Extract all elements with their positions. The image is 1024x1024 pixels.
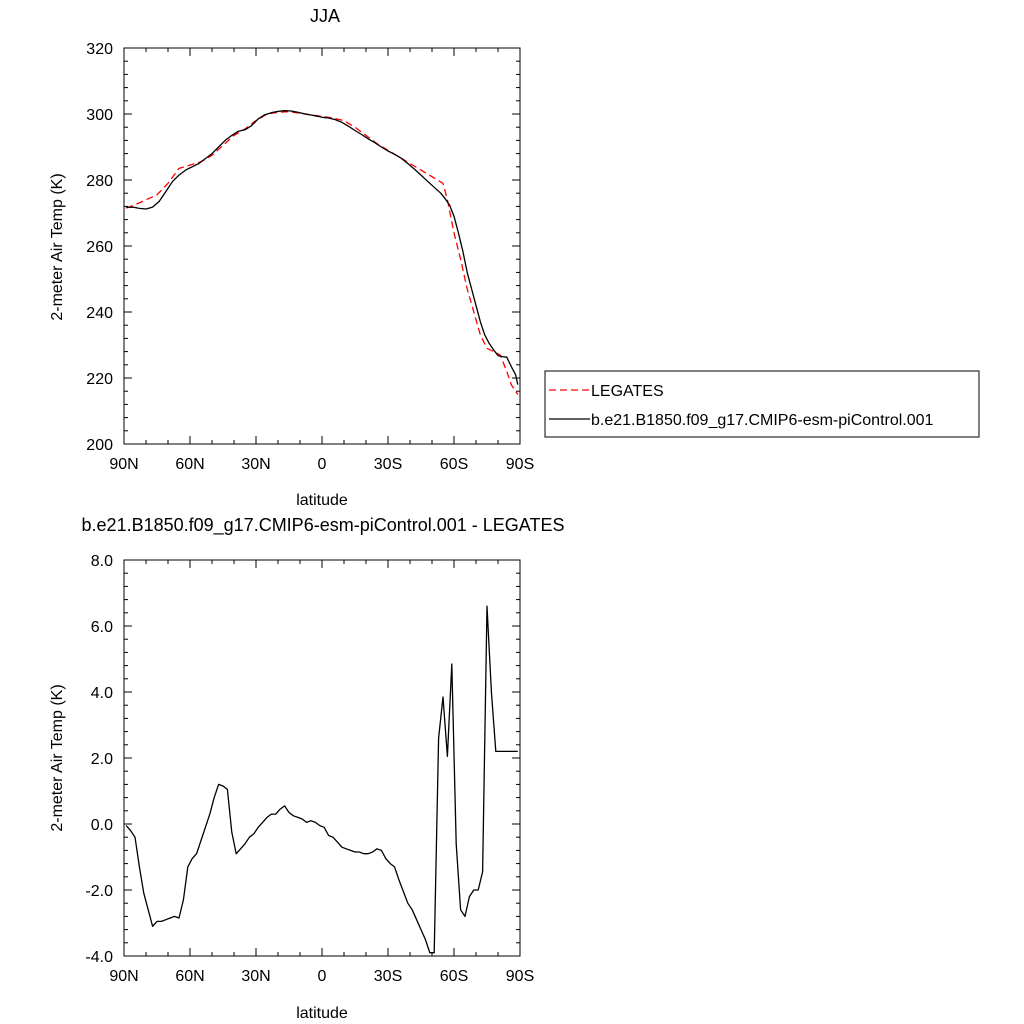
bottom-series-line-difference (125, 605, 518, 954)
bottom-panel: b.e21.B1850.f09_g17.CMIP6-esm-piControl.… (49, 515, 564, 1022)
top-x-tick-label: 30S (374, 456, 402, 473)
bottom-x-tick-label: 30S (374, 968, 402, 985)
top-panel-frame (123, 47, 521, 445)
top-x-tick-label: 30N (241, 456, 270, 473)
top-panel-lines (125, 110, 519, 395)
bottom-y-tick-label: 2.0 (91, 751, 113, 768)
bottom-x-tick-label: 30N (241, 968, 270, 985)
top-y-tick-label: 300 (86, 107, 113, 124)
top-y-tick-label: 220 (86, 371, 113, 388)
top-panel-ticks: 90N 60N 30N 0 30S 60S 90S 200 220 240 260 280 300 320 (86, 41, 534, 473)
legend: LEGATES b.e21.B1850.f09_g17.CMIP6-esm-pi… (544, 370, 980, 438)
top-panel-y-axis-label: 2-meter Air Temp (K) (49, 173, 66, 320)
top-x-tick-label: 90N (109, 456, 138, 473)
top-x-tick-label: 0 (318, 456, 327, 473)
top-y-tick-label: 280 (86, 173, 113, 190)
bottom-x-tick-label: 90N (109, 968, 138, 985)
bottom-x-tick-label: 0 (318, 968, 327, 985)
top-y-tick-label: 320 (86, 41, 113, 58)
top-panel-x-axis-label: latitude (296, 492, 348, 509)
bottom-x-tick-label: 60S (440, 968, 468, 985)
bottom-y-tick-label: -4.0 (85, 949, 113, 966)
bottom-y-tick-label: 8.0 (91, 553, 113, 570)
bottom-y-tick-label: 0.0 (91, 817, 113, 834)
legend-label-legates: LEGATES (591, 383, 664, 400)
bottom-panel-x-axis-label: latitude (296, 1005, 348, 1022)
bottom-panel-frame (123, 559, 521, 957)
top-y-tick-label: 240 (86, 305, 113, 322)
bottom-panel-y-axis-label: 2-meter Air Temp (K) (49, 684, 66, 831)
legend-box (544, 370, 980, 438)
bottom-x-tick-label: 60N (175, 968, 204, 985)
bottom-y-tick-label: 4.0 (91, 685, 113, 702)
bottom-panel-ticks: 90N 60N 30N 0 30S 60S 90S -4.0 -2.0 0.0 2.0 4.0 6.0 8… (85, 553, 534, 985)
bottom-y-tick-label: -2.0 (85, 883, 113, 900)
top-x-tick-label: 60S (440, 456, 468, 473)
top-y-tick-label: 200 (86, 437, 113, 454)
top-x-tick-label: 60N (175, 456, 204, 473)
bottom-y-tick-label: 6.0 (91, 619, 113, 636)
top-series-line-legates (125, 111, 519, 395)
legend-label-model: b.e21.B1850.f09_g17.CMIP6-esm-piControl.… (591, 412, 934, 429)
top-x-tick-label: 90S (506, 456, 534, 473)
top-panel-title: JJA (310, 6, 340, 26)
top-y-tick-label: 260 (86, 239, 113, 256)
bottom-panel-title: b.e21.B1850.f09_g17.CMIP6-esm-piControl.… (82, 515, 565, 536)
bottom-panel-lines (125, 605, 518, 954)
top-panel: JJA latitude 2-meter Air Temp (K) 90N 60N… (49, 6, 534, 509)
top-series-line-model (126, 110, 519, 385)
bottom-x-tick-label: 90S (506, 968, 534, 985)
